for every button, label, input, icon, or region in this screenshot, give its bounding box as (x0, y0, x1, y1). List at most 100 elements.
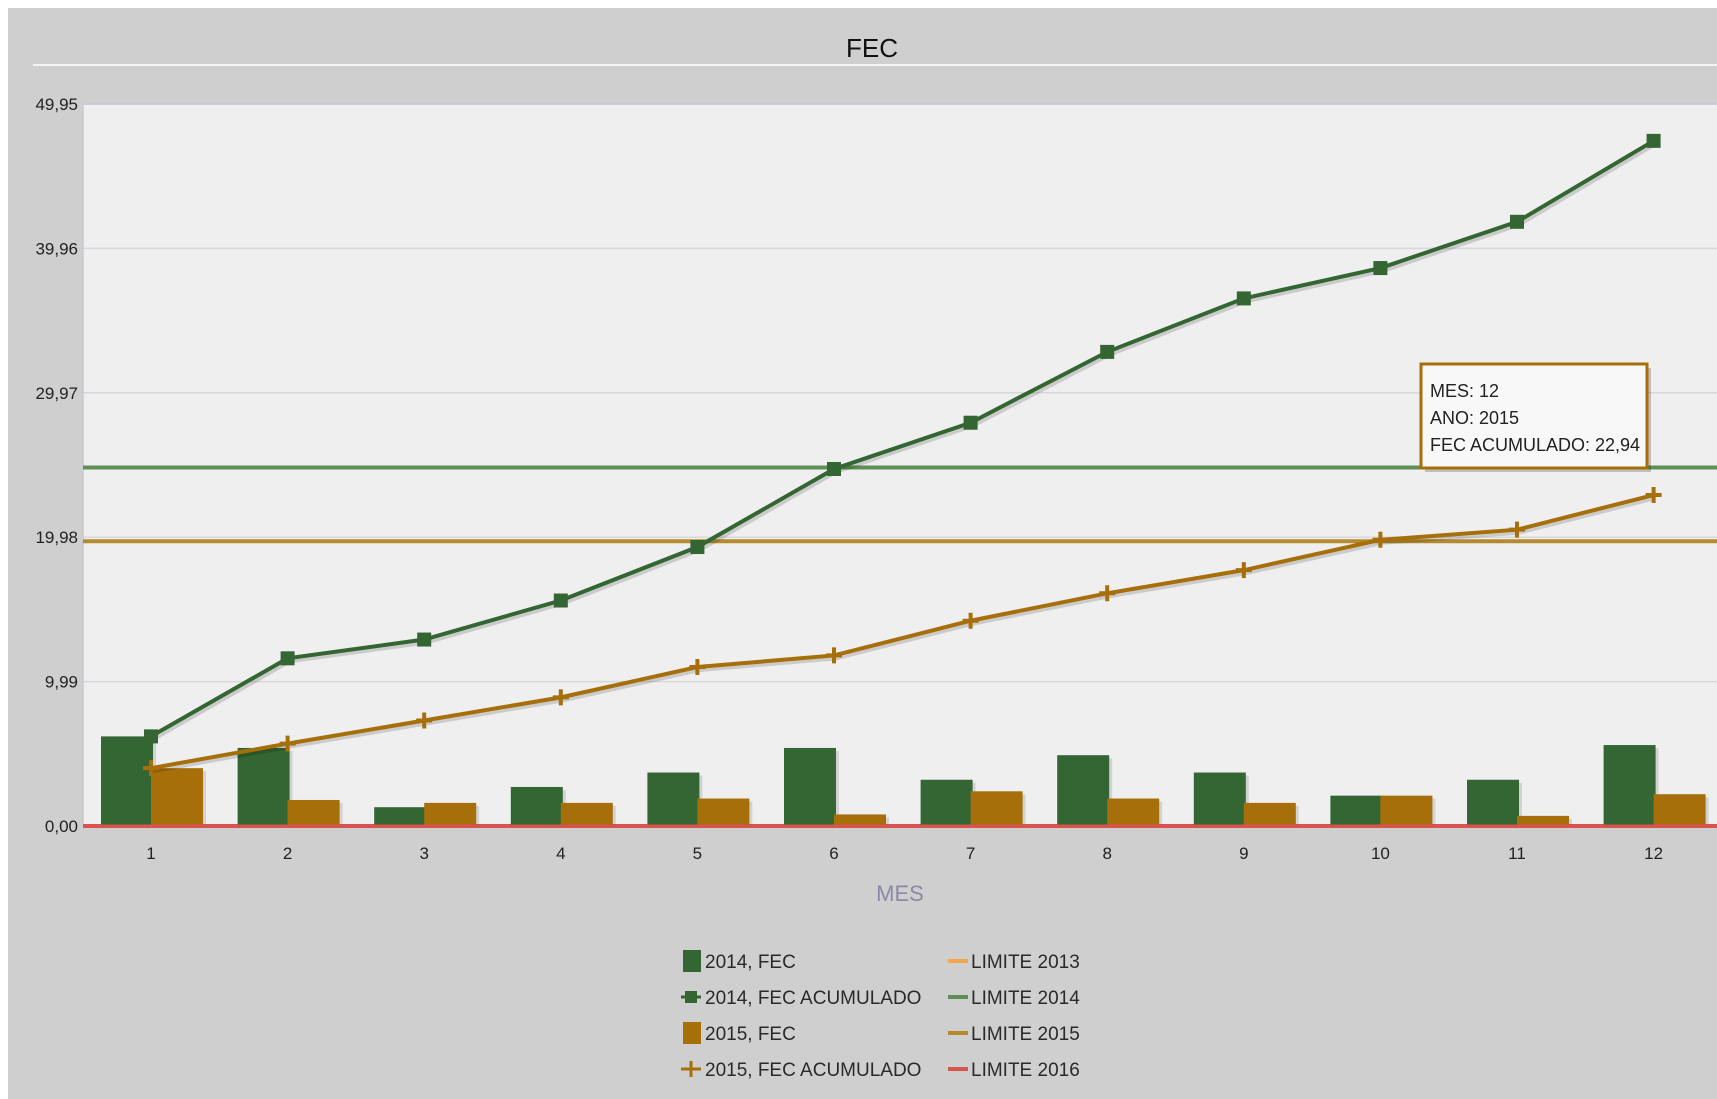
chart-title: FEC (846, 33, 898, 63)
data-point (962, 612, 979, 629)
series-line (150, 139, 1655, 739)
data-point (144, 729, 158, 744)
legend-label: LIMITE 2015 (971, 1024, 1080, 1045)
x-tick-label: 8 (1102, 844, 1111, 863)
legend-label: 2015, FEC ACUMULADO (705, 1060, 921, 1081)
bar (647, 772, 700, 826)
bar (1517, 815, 1569, 826)
data-point (1236, 291, 1251, 306)
bar (1653, 794, 1706, 826)
data-point (553, 593, 568, 608)
series-line (150, 493, 1655, 771)
bar (1243, 802, 1296, 826)
legend-item[interactable]: 2015, FEC (683, 1022, 796, 1045)
legend-item[interactable]: 2014, FEC ACUMULADO (681, 988, 921, 1009)
x-tick-label: 2 (283, 844, 292, 863)
bar (510, 786, 563, 826)
data-point (416, 712, 433, 729)
data-point (417, 632, 432, 647)
y-tick-label: 9,99 (45, 673, 78, 692)
data-point (690, 540, 705, 555)
legend-item[interactable]: LIMITE 2013 (948, 952, 1080, 973)
data-point (1373, 261, 1388, 276)
data-point (1372, 531, 1389, 548)
legend-swatch (683, 1022, 701, 1044)
data-point (689, 659, 706, 676)
bar (1603, 745, 1656, 826)
cumulative-lines (143, 133, 1662, 777)
bar (424, 802, 477, 826)
x-tick-label: 9 (1239, 844, 1248, 863)
x-tick-label: 5 (693, 844, 702, 863)
legend-swatch (683, 950, 701, 972)
legend-item[interactable]: 2015, FEC ACUMULADO (681, 1060, 921, 1081)
x-tick-label: 3 (419, 844, 428, 863)
x-tick-label: 4 (556, 844, 565, 863)
data-point (826, 647, 842, 664)
bar (151, 768, 203, 826)
data-point (1100, 344, 1115, 359)
data-point (279, 735, 296, 752)
legend[interactable]: 2014, FEC 2014, FEC ACUMULADO 2015, FEC 201… (681, 950, 1080, 1081)
data-point (1099, 585, 1116, 602)
bar (287, 799, 340, 826)
legend-swatch-marker (685, 991, 697, 1003)
x-tick-label: 11 (1508, 844, 1526, 863)
bar (1107, 798, 1160, 826)
data-point (1509, 521, 1525, 538)
bar (1193, 772, 1246, 826)
x-tick-label: 1 (146, 844, 155, 863)
legend-item[interactable]: LIMITE 2014 (948, 988, 1080, 1009)
bar (237, 747, 290, 826)
bars (101, 736, 1709, 826)
data-point (1510, 214, 1524, 229)
bar (834, 814, 886, 826)
y-axis: 0,00 9,99 19,98 29,97 39,96 49,95 (35, 95, 1717, 836)
legend-item[interactable]: LIMITE 2016 (948, 1060, 1080, 1081)
legend-label: LIMITE 2016 (971, 1060, 1080, 1081)
y-tick-label: 39,96 (35, 239, 78, 258)
legend-item[interactable]: LIMITE 2015 (948, 1024, 1080, 1045)
series-line-shadow (152, 496, 1657, 774)
data-point (1646, 133, 1661, 148)
y-tick-label: 29,97 (35, 384, 78, 403)
bar (697, 798, 750, 826)
series-line-shadow (152, 142, 1657, 742)
y-tick-label: 0,00 (45, 817, 78, 836)
data-point (552, 689, 569, 706)
data-point (1645, 486, 1662, 503)
legend-label: LIMITE 2013 (971, 952, 1080, 973)
x-tick-label: 12 (1644, 844, 1663, 863)
legend-label: LIMITE 2014 (971, 988, 1080, 1009)
tooltip-line: MES: 12 (1430, 381, 1499, 401)
data-point (827, 461, 841, 476)
bar (970, 791, 1023, 826)
bar (101, 736, 153, 826)
tooltip-line: FEC ACUMULADO: 22,94 (1430, 435, 1640, 455)
x-axis-title: MES (876, 881, 924, 906)
y-tick-label: 19,98 (35, 528, 78, 547)
legend-item[interactable]: 2014, FEC (683, 950, 796, 973)
bar (1380, 795, 1433, 826)
legend-label: 2014, FEC ACUMULADO (705, 988, 921, 1009)
bar (920, 779, 973, 826)
data-point (963, 415, 978, 430)
tooltip: MES: 12 ANO: 2015 FEC ACUMULADO: 22,94 (1419, 362, 1651, 472)
x-tick-label: 6 (829, 844, 838, 863)
data-point (280, 651, 295, 666)
data-point (143, 760, 159, 777)
tooltip-box (1419, 362, 1649, 470)
y-tick-label: 49,95 (35, 95, 78, 114)
x-tick-label: 10 (1371, 844, 1390, 863)
legend-label: 2014, FEC (705, 952, 796, 973)
data-point (1235, 562, 1252, 579)
bar (1330, 795, 1383, 826)
x-axis: 1 2 3 4 5 6 7 8 9 10 11 12 (83, 824, 1717, 863)
bar (784, 747, 836, 826)
bar (374, 807, 427, 826)
tooltip-line: ANO: 2015 (1430, 408, 1519, 428)
x-tick-label: 7 (966, 844, 975, 863)
bar (560, 802, 613, 826)
